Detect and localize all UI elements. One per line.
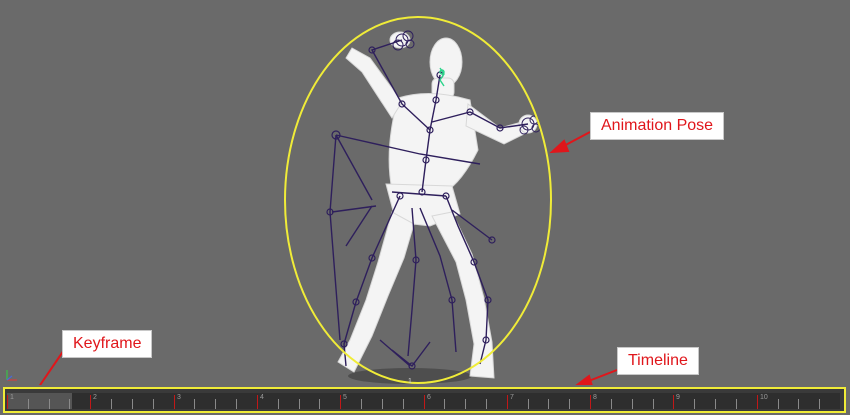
timeline-tick <box>798 399 799 409</box>
frame-label: 9 <box>676 394 680 401</box>
rig-joints[interactable] <box>326 46 504 370</box>
timeline-track[interactable]: 1 2 3 4 5 6 7 8 9 10 <box>7 393 840 409</box>
timeline-tick <box>49 399 50 409</box>
keyframe-marker[interactable] <box>90 395 91 409</box>
arrow-icon <box>549 131 591 154</box>
pose-highlight-ellipse <box>284 16 552 384</box>
timeline-tick <box>299 399 300 409</box>
timeline-tick <box>132 399 133 409</box>
arrow-icon <box>575 369 618 385</box>
timeline-tick <box>111 399 112 409</box>
frame-label: 4 <box>260 394 264 401</box>
animation-pose-callout: Animation Pose <box>590 112 725 140</box>
current-frame-readout: 1 <box>408 378 412 385</box>
keyframe-marker[interactable] <box>757 395 758 409</box>
frame-label: 7 <box>510 394 514 401</box>
hand-controls[interactable] <box>392 30 541 135</box>
timeline-tick <box>611 399 612 409</box>
head-control[interactable] <box>439 67 445 87</box>
timeline-tick <box>319 399 320 409</box>
keyframe-marker[interactable] <box>7 395 8 409</box>
timeline-tick <box>632 399 633 409</box>
keyframe-marker[interactable] <box>257 395 258 409</box>
timeline-tick <box>278 399 279 409</box>
timeline-tick <box>236 399 237 409</box>
timeline-tick <box>69 399 70 409</box>
timeline-tick <box>444 399 445 409</box>
frame-label: 5 <box>343 394 347 401</box>
timeline-callout: Timeline <box>617 347 699 375</box>
timeline-tick <box>153 399 154 409</box>
frame-label: 3 <box>177 394 181 401</box>
timeline[interactable]: 1 2 3 4 5 6 7 8 9 10 <box>3 387 846 413</box>
timeline-tick <box>736 399 737 409</box>
keyframe-marker[interactable] <box>340 395 341 409</box>
timeline-tick <box>653 399 654 409</box>
timeline-tick <box>465 399 466 409</box>
timeline-tick <box>528 399 529 409</box>
character-mesh[interactable] <box>337 31 538 379</box>
timeline-tick <box>28 399 29 409</box>
animation-rig[interactable] <box>329 39 529 367</box>
timeline-playback-range[interactable] <box>7 393 72 409</box>
keyframe-marker[interactable] <box>673 395 674 409</box>
timeline-tick <box>403 399 404 409</box>
keyframe-marker[interactable] <box>424 395 425 409</box>
timeline-tick <box>486 399 487 409</box>
timeline-tick <box>819 399 820 409</box>
frame-label: 8 <box>593 394 597 401</box>
timeline-tick <box>215 399 216 409</box>
timeline-tick <box>694 399 695 409</box>
timeline-tick <box>778 399 779 409</box>
frame-label: 6 <box>427 394 431 401</box>
timeline-tick <box>382 399 383 409</box>
frame-label: 2 <box>93 394 97 401</box>
frame-label: 10 <box>760 394 768 401</box>
keyframe-marker[interactable] <box>174 395 175 409</box>
scene-view[interactable] <box>0 0 850 385</box>
keyframe-callout: Keyframe <box>62 330 153 358</box>
keyframe-marker[interactable] <box>507 395 508 409</box>
timeline-tick <box>361 399 362 409</box>
timeline-tick <box>715 399 716 409</box>
frame-label: 1 <box>10 394 14 401</box>
keyframe-marker[interactable] <box>590 395 591 409</box>
timeline-tick <box>569 399 570 409</box>
axis-gizmo-icon <box>6 370 17 381</box>
timeline-tick <box>548 399 549 409</box>
timeline-tick <box>194 399 195 409</box>
arrow-icon <box>38 349 65 385</box>
